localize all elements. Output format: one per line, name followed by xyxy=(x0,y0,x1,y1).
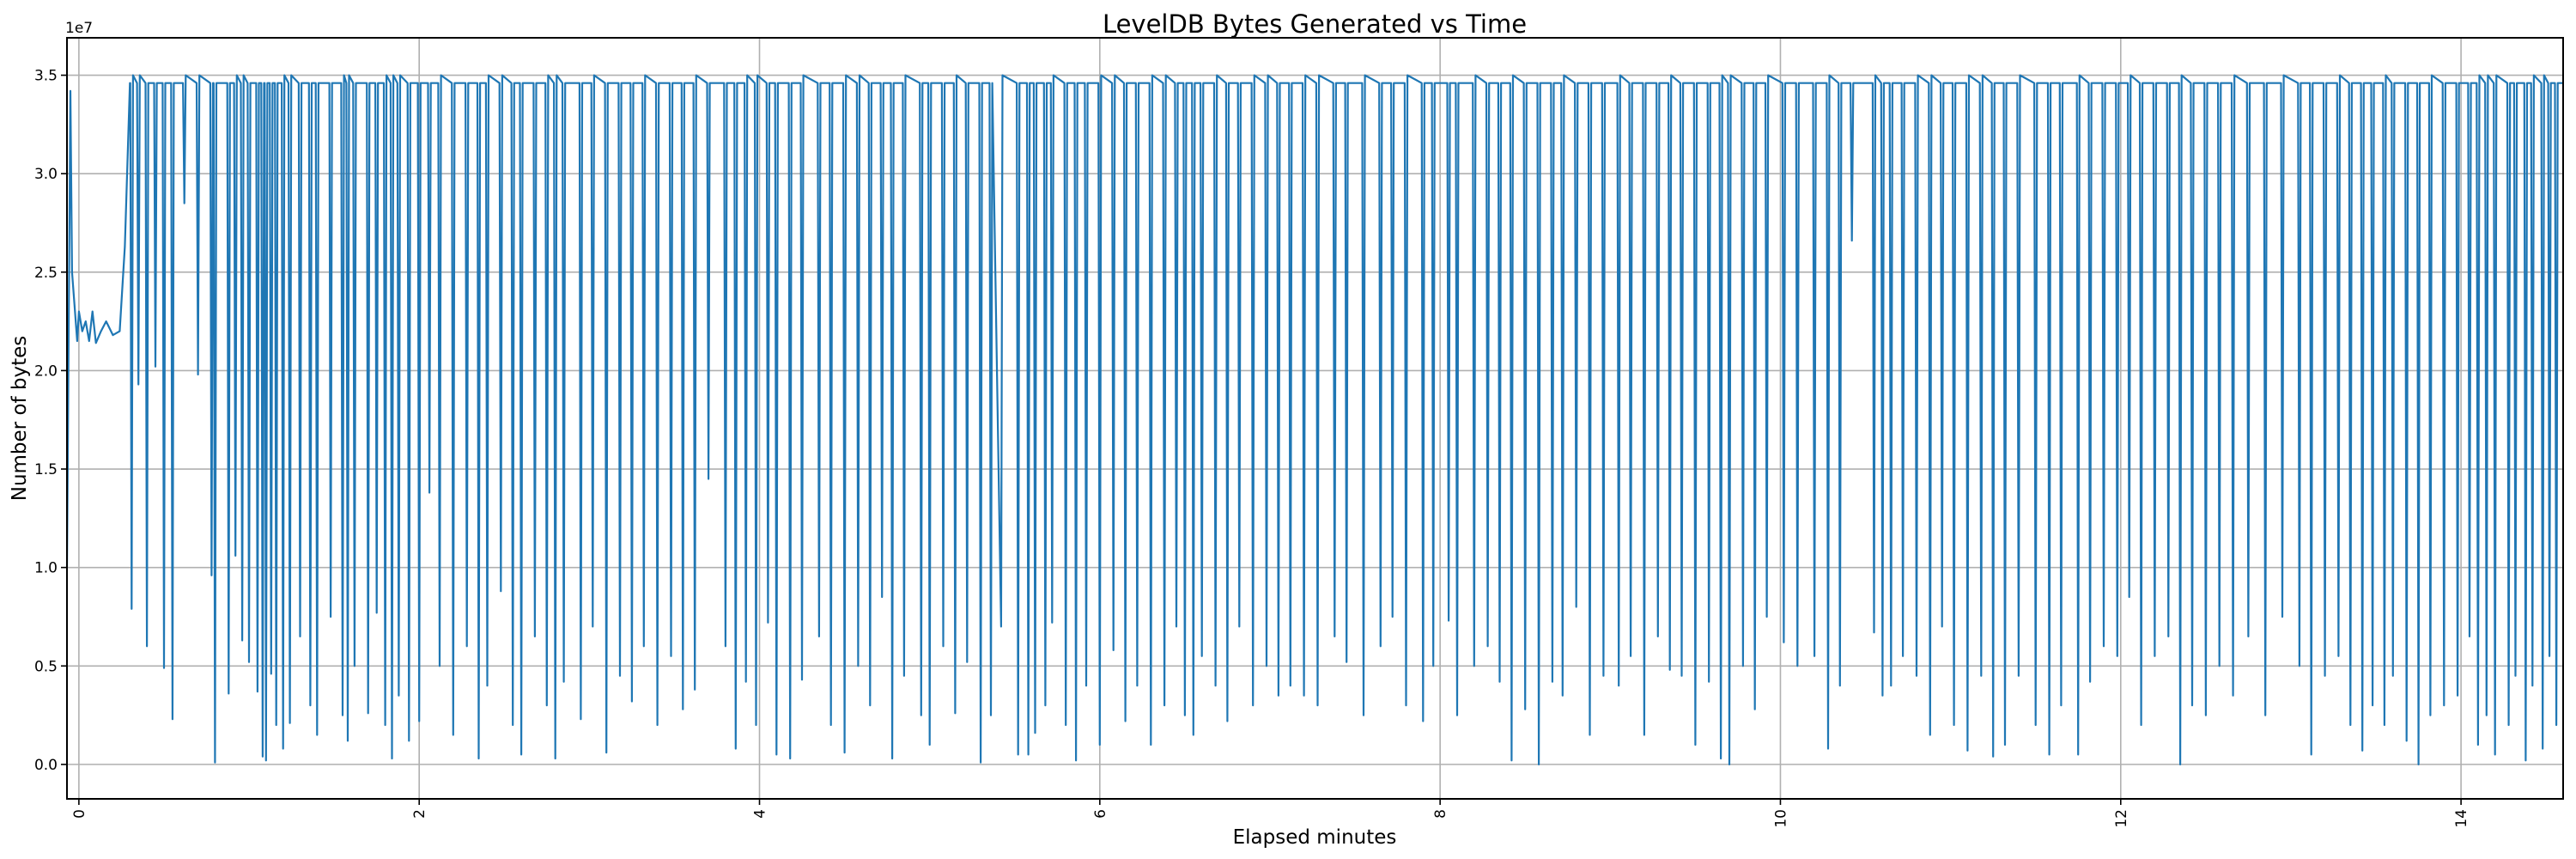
series-bytes xyxy=(65,74,2563,766)
x-tick-label: 6 xyxy=(1092,809,1109,819)
y-tick-label: 1.5 xyxy=(34,461,58,478)
y-tick-label: 2.0 xyxy=(34,362,58,380)
y-tick-label: 3.0 xyxy=(34,166,58,183)
series-line xyxy=(65,74,2563,766)
x-tick-label: 4 xyxy=(752,809,769,819)
y-axis-label: Number of bytes xyxy=(9,336,31,502)
x-tick-label: 14 xyxy=(2453,809,2470,828)
y-tick-label: 0.0 xyxy=(34,757,58,774)
grid xyxy=(67,38,2563,799)
y-tick-label: 0.5 xyxy=(34,658,58,675)
x-tick-label: 0 xyxy=(71,809,88,819)
x-tick-label: 10 xyxy=(1772,809,1789,828)
x-tick-label: 2 xyxy=(411,809,428,819)
plot-frame xyxy=(66,37,2564,800)
x-tick-label: 8 xyxy=(1432,809,1449,819)
y-tick-label: 2.5 xyxy=(34,265,58,282)
y-tick-label: 1.0 xyxy=(34,560,58,577)
y-axis: 0.0 0.5 1.0 1.5 2.0 2.5 3.0 3.5 xyxy=(34,68,67,774)
x-tick-label: 12 xyxy=(2113,809,2130,828)
x-axis: 0 2 4 6 8 10 12 14 xyxy=(71,799,2470,828)
y-tick-label: 3.5 xyxy=(34,68,58,85)
y-offset-label: 1e7 xyxy=(65,20,93,37)
x-axis-label: Elapsed minutes xyxy=(1233,826,1397,849)
chart-title: LevelDB Bytes Generated vs Time xyxy=(1103,9,1527,39)
